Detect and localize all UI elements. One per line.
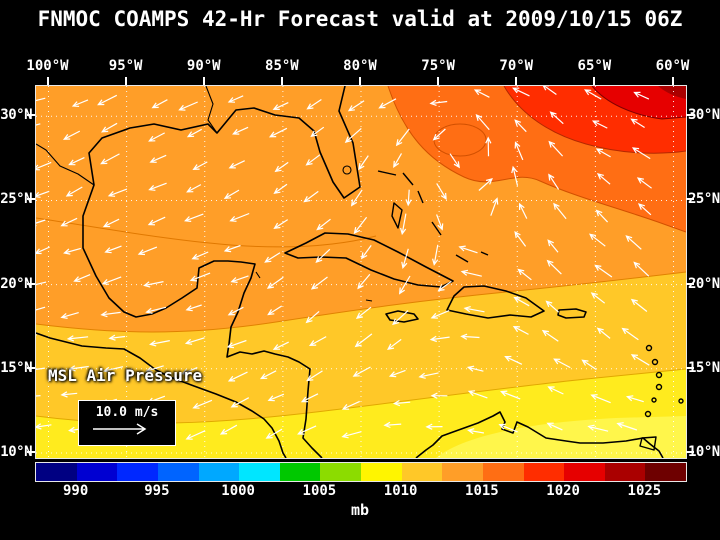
colorbar-tick-label: 1005	[302, 483, 337, 499]
pressure-colorbar	[35, 462, 687, 482]
colorbar-segment	[604, 463, 646, 481]
lat-tick-label-right: 20°N	[688, 275, 720, 292]
lat-axis-tick-right	[686, 450, 694, 453]
coastline-north-central-america	[82, 86, 361, 458]
lon-tick-label: 80°W	[343, 58, 377, 74]
pressure-fill-bottom-right	[436, 416, 686, 458]
colorbar-tick-label: 1000	[221, 483, 255, 499]
lat-tick-label-left: 25°N	[0, 191, 32, 208]
lat-axis-tick-right	[686, 198, 694, 201]
colorbar-tick-label: 995	[144, 483, 170, 499]
colorbar-segment	[76, 463, 118, 481]
colorbar-segment	[645, 463, 686, 481]
colorbar-segment	[157, 463, 199, 481]
lon-axis-tick	[359, 77, 361, 85]
lat-axis-tick-right	[686, 282, 694, 285]
wind-arrows	[36, 86, 652, 440]
colorbar-tick-label: 1025	[627, 483, 662, 499]
pressure-fill-1022-1025	[658, 86, 686, 99]
pressure-fill-layer	[36, 86, 686, 458]
colorbar-segment	[523, 463, 565, 481]
lon-axis-tick	[671, 77, 674, 85]
colorbar-segment	[198, 463, 240, 481]
coastline-layer	[36, 86, 684, 458]
lon-axis-tick	[515, 77, 518, 85]
coastline-puerto-rico	[557, 308, 587, 319]
contour-1020	[591, 86, 686, 120]
colorbar-segment	[401, 463, 443, 481]
lon-tick-label: 90°W	[186, 58, 221, 74]
colorbar-segment	[361, 463, 402, 481]
coastline-jamaica	[385, 310, 419, 323]
lon-tick-label: 100°W	[26, 58, 69, 74]
lon-tick-label: 85°W	[265, 58, 299, 74]
lon-tick-label: 70°W	[499, 58, 534, 74]
lat-tick-label-left: 10°N	[0, 443, 32, 460]
wind-arrows-layer	[36, 86, 652, 440]
colorbar-segment	[279, 463, 321, 481]
lon-tick-label: 65°W	[577, 58, 612, 74]
colorbar-segment	[320, 463, 361, 481]
colorbar-segment	[117, 463, 158, 481]
coastline-bahamas	[377, 170, 489, 263]
lon-axis-tick	[593, 77, 596, 85]
contour-1012	[36, 271, 686, 333]
pressure-fill-1020-1022	[592, 86, 686, 119]
lat-axis-tick-left	[27, 366, 35, 369]
lat-tick-label-right: 15°N	[688, 359, 720, 376]
colorbar-unit-label: mb	[350, 501, 370, 519]
contour-1015	[387, 86, 686, 233]
colorbar-segment	[36, 463, 77, 481]
lat-axis-tick-left	[27, 450, 35, 453]
lat-tick-label-right: 10°N	[688, 443, 720, 460]
wind-speed-value: 10.0 m/s	[95, 405, 159, 420]
map-panel: MSL Air Pressure 10.0 m/s	[35, 85, 687, 459]
lat-axis-tick-left	[27, 198, 35, 201]
lon-tick-label: 95°W	[108, 58, 143, 74]
colorbar-tick-label: 1010	[383, 483, 418, 499]
wind-reference-arrow-icon	[93, 423, 147, 435]
colorbar-tick-label: 1020	[546, 483, 580, 499]
map-canvas	[36, 86, 686, 458]
field-label: MSL Air Pressure	[48, 366, 203, 385]
page-title: FNMOC COAMPS 42-Hr Forecast valid at 200…	[37, 7, 683, 31]
colorbar-tick-label: 1015	[465, 483, 499, 499]
lat-tick-label-right: 25°N	[688, 191, 720, 208]
rivers-lakes	[36, 86, 373, 302]
lat-axis-tick-left	[27, 282, 35, 285]
coastline-south-america	[415, 411, 664, 458]
lat-tick-label-left: 20°N	[0, 275, 32, 292]
lon-axis-tick	[124, 77, 127, 85]
coastline-lesser-antilles	[639, 344, 684, 451]
coastline-pacific	[36, 332, 287, 458]
lat-axis-tick-right	[686, 114, 694, 117]
lon-axis-tick	[202, 77, 205, 85]
lon-tick-label: 60°W	[655, 58, 690, 74]
colorbar-segment	[482, 463, 524, 481]
lat-axis-tick-right	[686, 366, 694, 369]
lon-axis-tick	[46, 77, 49, 85]
colorbar-tick-label: 990	[62, 483, 89, 499]
wind-speed-legend: 10.0 m/s	[78, 400, 176, 446]
lon-tick-label: 75°W	[421, 58, 455, 74]
colorbar-segment	[442, 463, 483, 481]
lon-axis-tick	[437, 77, 440, 85]
lat-tick-label-right: 30°N	[688, 107, 720, 124]
colorbar-segment	[239, 463, 280, 481]
lat-tick-label-left: 15°N	[0, 359, 32, 376]
contour-1017	[503, 86, 686, 154]
lat-axis-tick-left	[27, 114, 35, 117]
colorbar-segment	[564, 463, 605, 481]
lon-axis-tick	[280, 77, 283, 85]
coastline-hispaniola	[446, 285, 545, 319]
lat-tick-label-left: 30°N	[0, 107, 32, 124]
